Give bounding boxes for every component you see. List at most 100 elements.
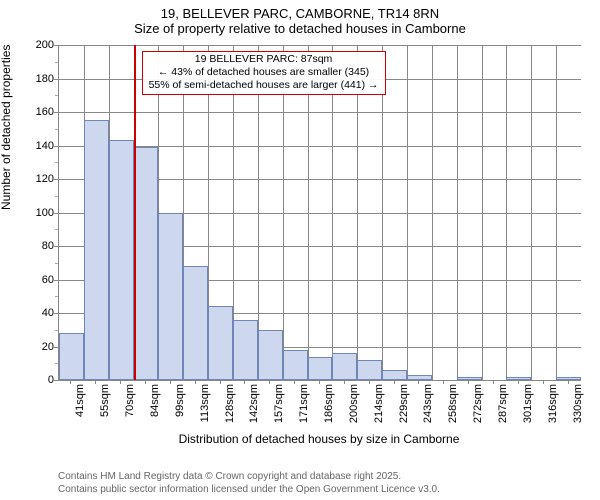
x-tick xyxy=(220,380,221,384)
y-minor-tick xyxy=(55,129,58,130)
x-tick-label: 243sqm xyxy=(422,384,434,423)
histogram-bar xyxy=(382,370,407,380)
x-tick xyxy=(170,380,171,384)
histogram-bar xyxy=(258,330,283,380)
histogram-bar xyxy=(109,140,134,380)
x-tick xyxy=(269,380,270,384)
histogram-bar xyxy=(407,375,432,380)
y-tick xyxy=(54,112,58,113)
x-tick-label: 214sqm xyxy=(373,384,385,423)
histogram-bar xyxy=(308,357,333,380)
y-tick xyxy=(54,146,58,147)
x-tick-label: 84sqm xyxy=(149,384,161,417)
x-tick xyxy=(95,380,96,384)
x-tick-label: 186sqm xyxy=(323,384,335,423)
annotation-box: 19 BELLEVER PARC: 87sqm← 43% of detached… xyxy=(142,51,386,95)
annotation-line3: 55% of semi-detached houses are larger (… xyxy=(149,79,379,92)
footnote-line2: Contains public sector information licen… xyxy=(58,484,440,497)
y-tick-label: 180 xyxy=(36,73,54,85)
histogram-bar xyxy=(556,377,581,380)
y-tick xyxy=(54,313,58,314)
y-tick xyxy=(54,347,58,348)
x-tick xyxy=(394,380,395,384)
x-tick-label: 316sqm xyxy=(547,384,559,423)
x-tick-label: 287sqm xyxy=(497,384,509,423)
x-tick xyxy=(468,380,469,384)
x-tick xyxy=(120,380,121,384)
histogram-bar xyxy=(208,306,233,380)
y-tick-label: 40 xyxy=(42,307,54,319)
y-minor-tick xyxy=(55,62,58,63)
reference-line xyxy=(134,45,136,380)
x-tick xyxy=(145,380,146,384)
y-minor-tick xyxy=(55,296,58,297)
footnote-line1: Contains HM Land Registry data © Crown c… xyxy=(58,471,440,484)
y-minor-tick xyxy=(55,196,58,197)
page-title-line2: Size of property relative to detached ho… xyxy=(0,21,600,36)
histogram-bar xyxy=(357,360,382,380)
y-tick-label: 120 xyxy=(36,173,54,185)
x-tick xyxy=(244,380,245,384)
x-tick-label: 128sqm xyxy=(224,384,236,423)
x-axis-label: Distribution of detached houses by size … xyxy=(58,432,580,446)
x-tick-label: 330sqm xyxy=(572,384,584,423)
x-tick xyxy=(518,380,519,384)
y-tick-label: 140 xyxy=(36,140,54,152)
x-tick xyxy=(543,380,544,384)
y-tick-label: 200 xyxy=(36,39,54,51)
histogram-chart: Number of detached properties 19 BELLEVE… xyxy=(0,40,600,440)
histogram-bar xyxy=(183,266,208,380)
gridline-v xyxy=(432,45,433,380)
x-tick-label: 258sqm xyxy=(447,384,459,423)
x-tick xyxy=(70,380,71,384)
x-tick xyxy=(319,380,320,384)
y-tick xyxy=(54,45,58,46)
x-tick xyxy=(493,380,494,384)
histogram-bar xyxy=(506,377,531,380)
y-minor-tick xyxy=(55,263,58,264)
gridline-v xyxy=(506,45,507,380)
gridline-v xyxy=(556,45,557,380)
footnote: Contains HM Land Registry data © Crown c… xyxy=(58,471,440,496)
y-tick-label: 100 xyxy=(36,207,54,219)
x-tick-label: 171sqm xyxy=(298,384,310,423)
x-tick-label: 157sqm xyxy=(273,384,285,423)
x-tick xyxy=(195,380,196,384)
histogram-bar xyxy=(233,320,258,380)
gridline-v xyxy=(531,45,532,380)
histogram-bar xyxy=(283,350,308,380)
gridline-v xyxy=(407,45,408,380)
x-tick-label: 113sqm xyxy=(199,384,211,422)
y-minor-tick xyxy=(55,95,58,96)
x-tick-label: 41sqm xyxy=(74,384,86,417)
gridline-h xyxy=(59,112,581,113)
x-tick xyxy=(294,380,295,384)
page-title-line1: 19, BELLEVER PARC, CAMBORNE, TR14 8RN xyxy=(0,6,600,21)
x-tick-label: 55sqm xyxy=(99,384,111,417)
y-tick xyxy=(54,179,58,180)
x-tick-label: 142sqm xyxy=(248,384,260,423)
x-tick-label: 200sqm xyxy=(348,384,360,423)
y-tick xyxy=(54,213,58,214)
y-minor-tick xyxy=(55,229,58,230)
x-tick-label: 301sqm xyxy=(522,384,534,423)
y-tick-label: 160 xyxy=(36,106,54,118)
gridline-h xyxy=(59,45,581,46)
gridline-v xyxy=(457,45,458,380)
x-tick-label: 70sqm xyxy=(124,384,136,417)
x-tick-label: 272sqm xyxy=(472,384,484,423)
x-tick-label: 229sqm xyxy=(398,384,410,423)
histogram-bar xyxy=(59,333,84,380)
x-tick xyxy=(568,380,569,384)
y-tick-label: 20 xyxy=(42,341,54,353)
y-tick xyxy=(54,246,58,247)
y-axis-label: Number of detached properties xyxy=(0,45,13,210)
x-tick xyxy=(344,380,345,384)
plot-area: 19 BELLEVER PARC: 87sqm← 43% of detached… xyxy=(58,45,581,381)
gridline-v xyxy=(482,45,483,380)
annotation-line2: ← 43% of detached houses are smaller (34… xyxy=(149,66,379,79)
y-tick-label: 60 xyxy=(42,274,54,286)
x-tick xyxy=(369,380,370,384)
y-tick xyxy=(54,79,58,80)
y-minor-tick xyxy=(55,330,58,331)
